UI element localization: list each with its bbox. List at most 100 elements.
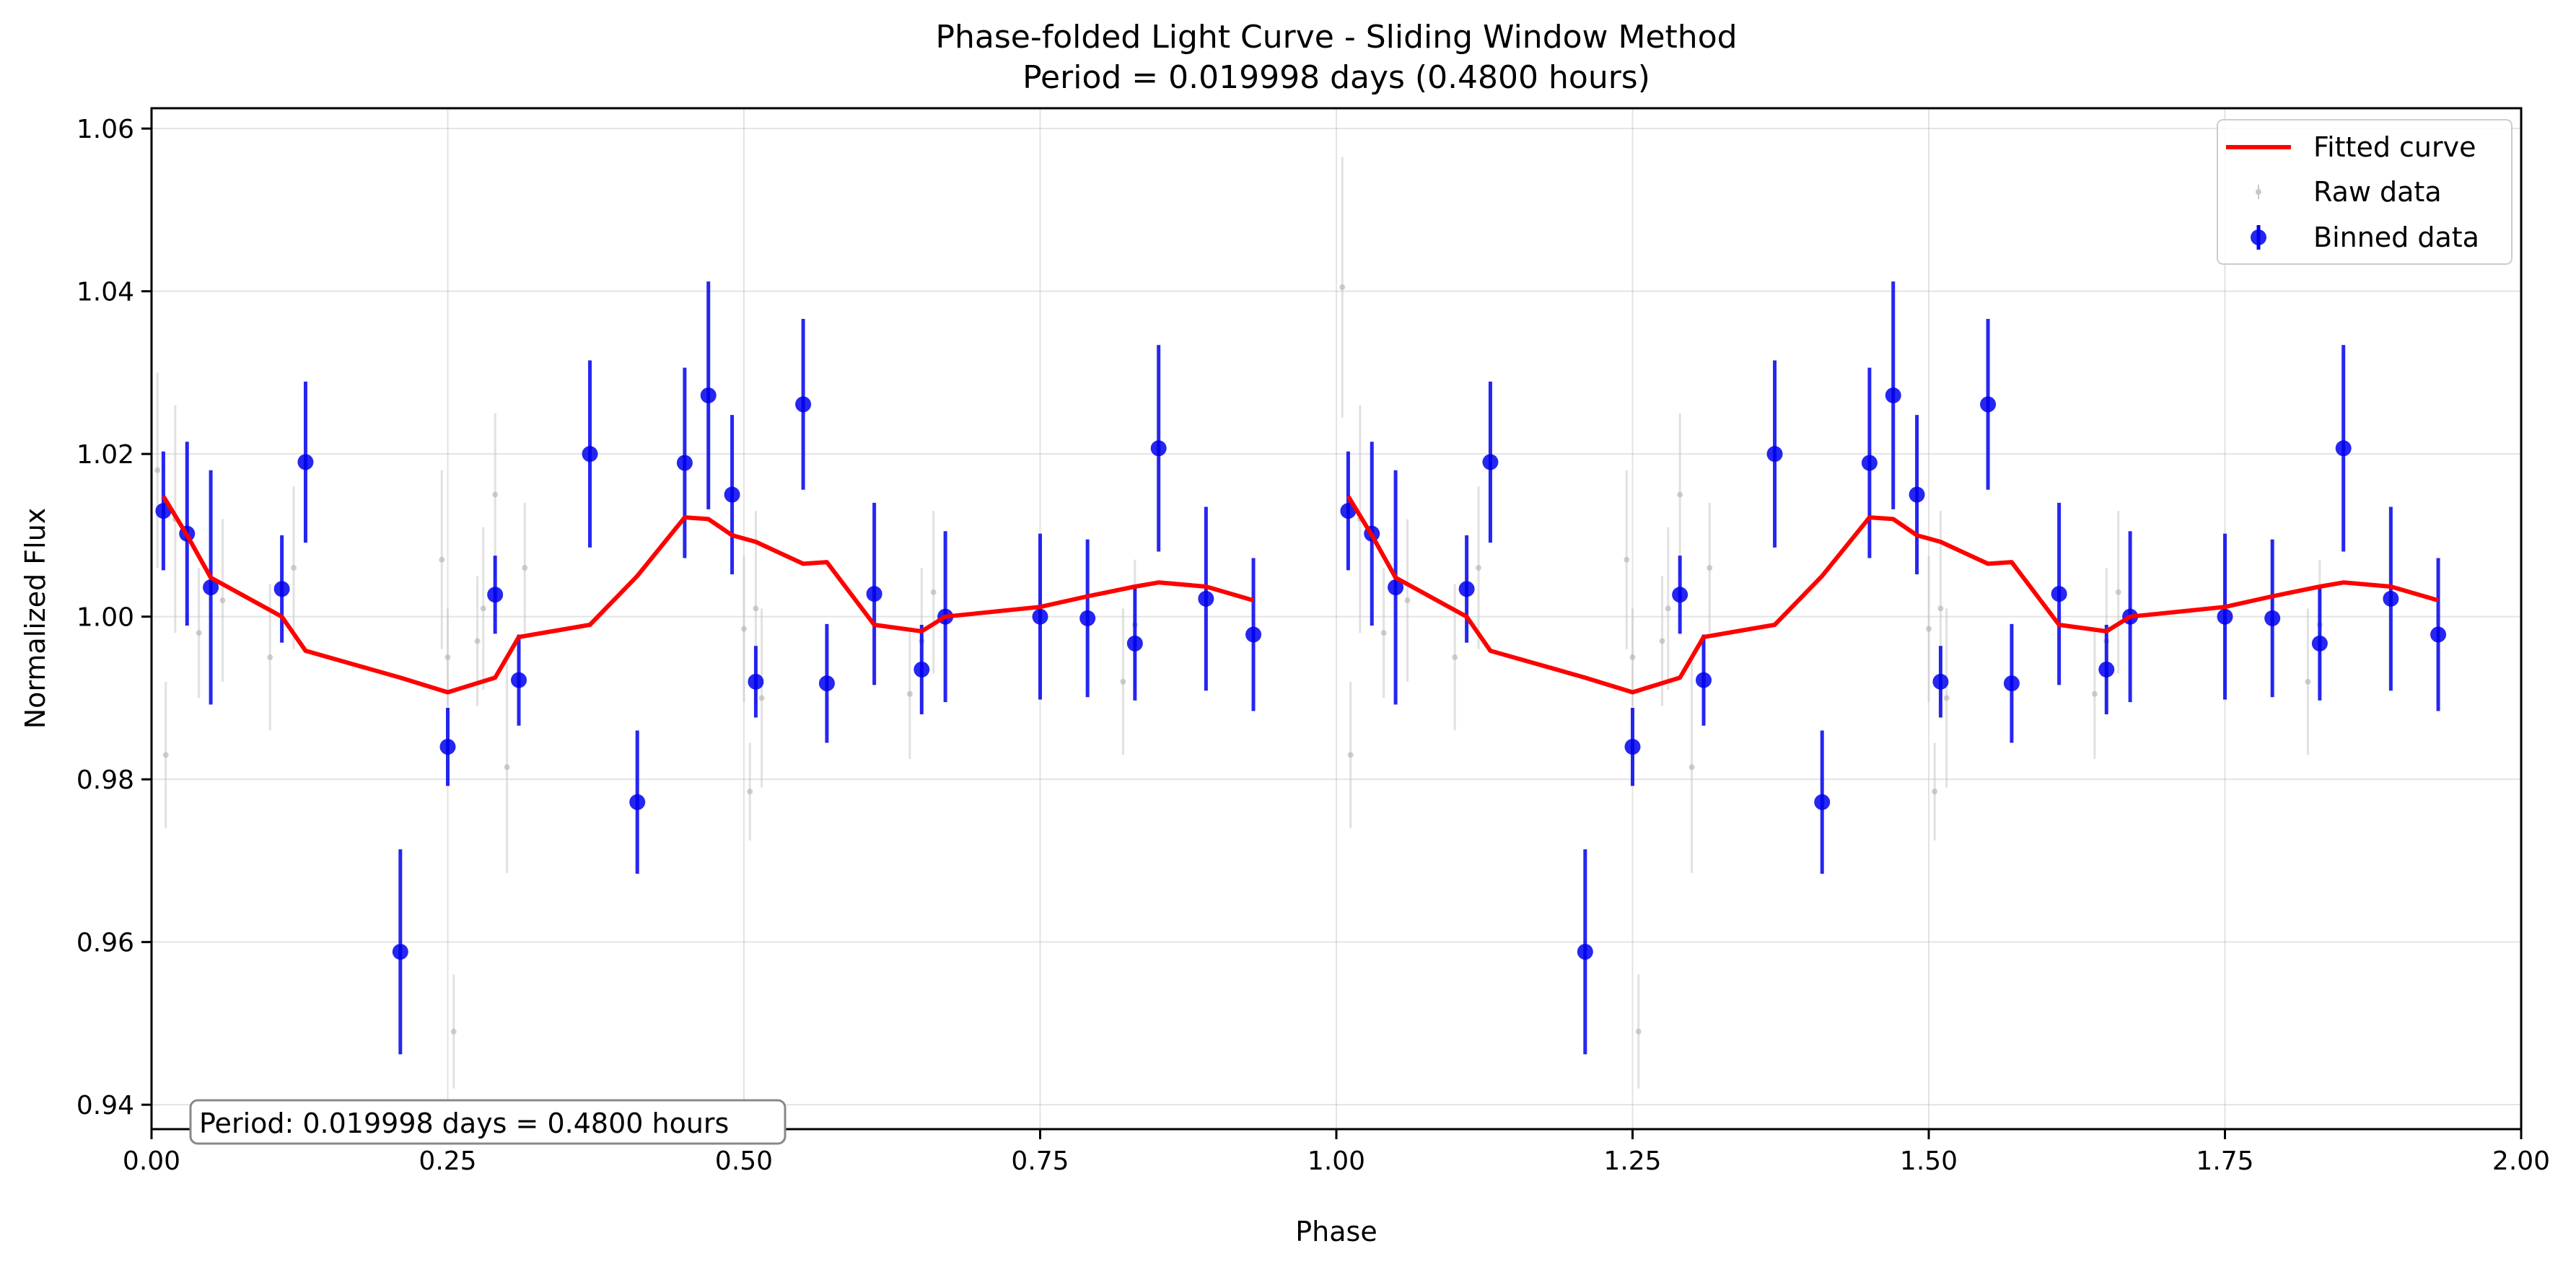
binned-marker [629,794,646,810]
binned-data-series [155,281,2447,1055]
raw-marker [444,654,451,661]
y-tick-label: 1.00 [76,603,134,633]
binned-marker [1577,944,1593,960]
binned-marker [2430,626,2447,643]
raw-data-point [1932,742,1938,841]
raw-data-point [1120,608,1126,755]
binned-data-point [818,623,835,743]
raw-marker [747,789,753,795]
binned-marker [2335,440,2352,457]
binned-marker [1885,387,1901,404]
legend-binned-swatch [2251,229,2266,245]
raw-marker [196,630,202,636]
binned-marker [1672,587,1688,603]
raw-data-point [1629,608,1636,706]
binned-data-point [1696,634,1712,726]
x-axis-label: Phase [1295,1216,1377,1247]
raw-marker [1688,764,1695,771]
binned-marker [439,739,456,755]
binned-data-point [1482,381,1499,543]
raw-data-point [522,502,528,633]
raw-marker [906,690,913,697]
binned-marker [273,581,290,597]
binned-data-point [203,470,219,705]
raw-marker [1380,630,1387,636]
raw-data-point [1926,556,1932,703]
x-axis-ticks: 0.00 0.25 0.50 0.75 1.00 1.25 1.50 1.75 2.00 [123,1129,2550,1176]
binned-marker [511,672,527,688]
raw-data-point [1339,157,1346,418]
binned-data-point [439,707,456,786]
binned-data-point [700,281,717,509]
y-tick-label: 0.98 [76,766,134,795]
binned-data-point [1150,345,1167,552]
raw-marker [2305,678,2311,685]
raw-marker [1932,789,1938,795]
raw-marker [492,491,499,498]
raw-data-point [1635,974,1642,1089]
raw-marker [439,556,445,563]
x-tick-label: 1.00 [1307,1146,1365,1176]
raw-marker [1339,284,1346,291]
x-tick-label: 0.00 [123,1146,180,1176]
raw-data-point [2305,608,2311,755]
binned-data-point [914,624,930,714]
binned-data-point [1624,707,1641,786]
binned-data-point [273,535,290,643]
raw-marker [930,589,937,595]
x-tick-label: 1.75 [2196,1146,2253,1176]
binned-marker [1766,446,1783,462]
raw-marker [1943,695,1950,701]
binned-marker [2217,608,2233,625]
binned-data-point [2335,345,2352,552]
binned-marker [1126,635,1143,652]
binned-data-point [866,502,882,685]
raw-marker [154,467,161,473]
raw-marker [1677,491,1683,498]
y-tick-label: 1.04 [76,278,134,307]
binned-data-point [724,415,740,575]
binned-marker [487,587,504,603]
raw-marker [1635,1028,1642,1035]
binned-marker [582,446,598,462]
binned-data-point [2098,624,2115,714]
raw-marker [522,565,528,571]
raw-data-point [1665,527,1671,690]
binned-data-point [795,319,812,490]
grid-lines [152,108,2521,1129]
binned-marker [748,673,764,690]
binned-marker [1814,794,1831,810]
binned-marker [2264,610,2281,626]
chart-title: Phase-folded Light Curve - Sliding Windo… [935,19,1737,56]
raw-marker [1665,605,1671,612]
annotation-box [189,1099,787,1145]
raw-marker [2091,690,2098,697]
raw-data-point [930,511,937,674]
chart-subtitle: Period = 0.019998 days (0.4800 hours) [1022,59,1650,96]
binned-marker [203,579,219,596]
raw-data-point [1347,681,1354,828]
raw-data-point [439,470,445,649]
binned-data-point [748,646,764,718]
binned-data-point [1458,535,1475,643]
raw-marker [474,638,481,644]
annotation-text: Period: 0.019998 days = 0.4800 hours [199,1107,729,1139]
binned-data-point [2430,558,2447,711]
raw-marker [1707,565,1713,571]
binned-data-point [297,381,314,543]
binned-data-point [487,556,504,634]
raw-data-point [1943,608,1950,788]
raw-data-point [154,372,161,569]
binned-marker [1482,454,1499,470]
binned-marker [818,675,835,692]
binned-marker [2383,590,2399,607]
x-tick-label: 0.25 [419,1146,476,1176]
x-tick-label: 1.25 [1603,1146,1661,1176]
raw-marker [219,597,226,604]
binned-data-point [1577,849,1593,1055]
y-axis-ticks: 0.94 0.96 0.98 1.00 1.02 1.04 1.06 [76,115,152,1120]
binned-marker [1932,673,1949,690]
binned-marker [1245,626,1262,643]
